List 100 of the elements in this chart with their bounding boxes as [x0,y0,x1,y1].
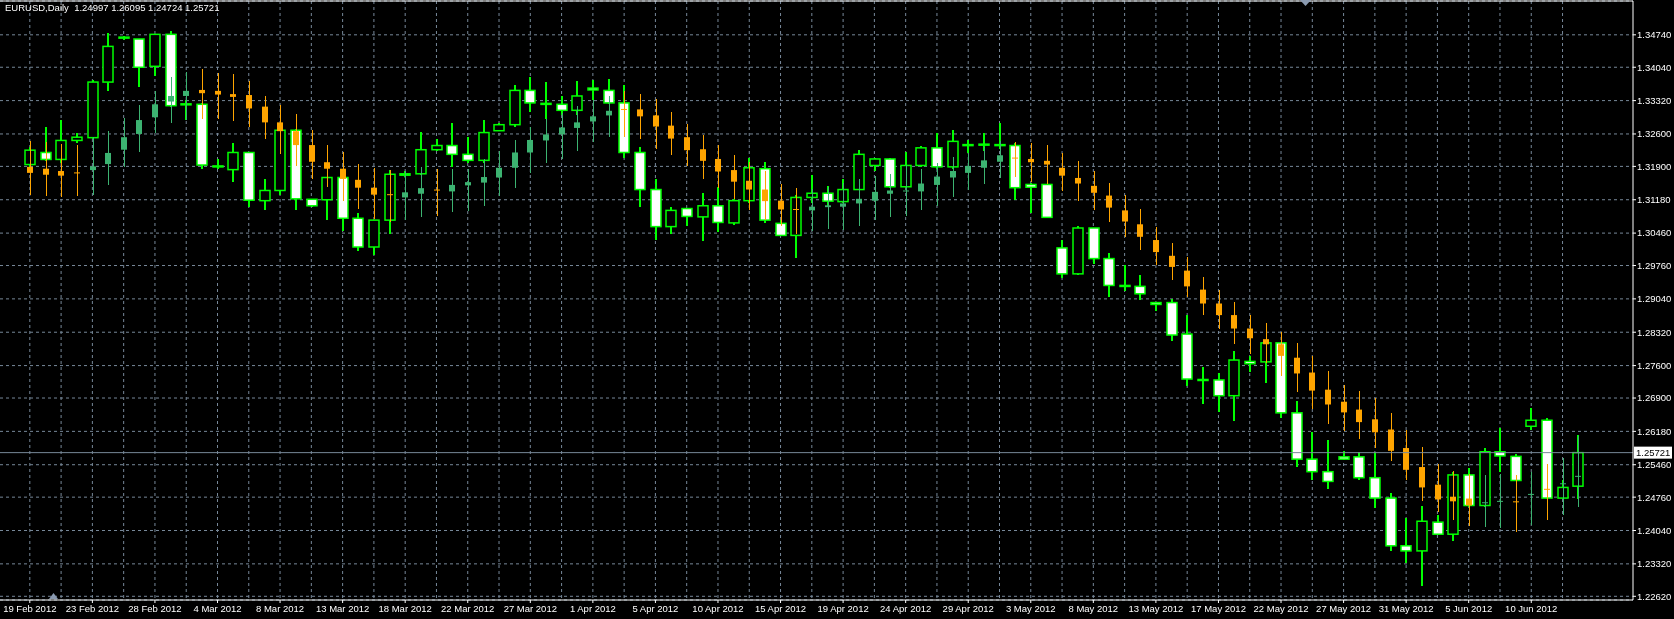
y-tick-label: 1.29760 [1637,259,1672,271]
y-tick-label: 1.33320 [1637,94,1672,106]
candlestick [1525,407,1537,431]
x-tick-label: 5 Jun 2012 [1445,603,1493,614]
x-tick-label: 24 Apr 2012 [880,603,932,614]
candlestick [246,80,252,128]
y-tick-label: 1.25460 [1637,459,1672,471]
candlestick [1369,450,1381,510]
candlestick [1091,170,1097,211]
x-tick-label: 8 Mar 2012 [256,603,305,614]
x-tick-label: 19 Apr 2012 [817,603,869,614]
y-tick-label: 1.34040 [1637,61,1672,73]
candlestick [121,117,127,168]
candlestick [309,129,315,180]
candlestick [653,98,659,150]
candlestick [371,167,377,220]
candlestick [637,93,643,140]
candlestick [105,130,111,186]
y-tick-label: 1.26180 [1637,425,1672,437]
x-tick-label: 15 Apr 2012 [754,603,807,614]
candlestick [527,126,533,174]
candlestick [1075,160,1081,202]
candlestick [136,104,142,153]
candlestick [1497,473,1503,529]
ref-line-label: 1.25721 [1636,447,1671,459]
candlestick [1044,144,1050,185]
candlestick [1419,446,1425,502]
candlestick [355,163,361,210]
candlestick [700,134,706,180]
candlestick [74,144,80,197]
candlestick [384,169,396,235]
candlestick [1494,427,1506,473]
candlestick [1169,242,1175,281]
y-tick-label: 1.30460 [1637,227,1672,239]
candlestick [1294,342,1300,393]
x-tick-label: 10 Apr 2012 [692,603,744,614]
candlestick [1341,384,1347,432]
y-tick-label: 1.31180 [1637,194,1671,206]
candlestick [1153,226,1159,266]
candlestick [1400,517,1412,565]
candlestick [1388,412,1394,462]
x-tick-label: 19 Feb 2012 [3,603,57,614]
y-tick-label: 1.34740 [1637,29,1672,41]
candlestick [1322,439,1334,491]
candlestick [618,84,630,160]
candlestick [1435,463,1441,513]
x-tick-label: 22 Mar 2012 [441,603,495,614]
candlestick [512,139,518,189]
candlestick [1137,208,1143,251]
y-tick-label: 1.24760 [1637,491,1672,503]
candlestick [684,123,690,167]
candlestick [1213,371,1225,414]
candlestick [1200,276,1206,316]
candlestick [1528,471,1534,526]
candlestick [1306,431,1318,482]
candlestick [590,99,596,143]
x-tick-label: 13 May 2012 [1128,603,1184,614]
candlestick [1134,274,1146,302]
candlestick [446,122,458,168]
candlestick [434,168,440,217]
candlestick [1325,370,1331,425]
candlestick [965,152,971,191]
y-tick-label: 1.24040 [1637,524,1672,536]
y-tick-label: 1.26900 [1637,392,1672,404]
candlestick [1309,355,1315,410]
candlestick [230,73,236,122]
x-tick-label: 3 May 2012 [1005,603,1056,614]
candlestick [697,192,709,242]
x-tick-label: 28 Feb 2012 [128,603,182,614]
candlestick [496,150,502,197]
candlestick [1059,152,1065,192]
y-tick-label: 1.23320 [1637,558,1672,570]
candlestick [1184,256,1190,298]
y-tick-label: 1.32600 [1637,128,1672,140]
candlestick [1356,390,1362,440]
candlestick [462,136,474,165]
x-tick-label: 17 May 2012 [1190,603,1246,614]
y-tick-label: 1.31900 [1637,160,1672,172]
x-tick-label: 29 Apr 2012 [942,603,994,614]
candlestick [259,178,271,212]
x-tick-label: 10 Jun 2012 [1505,603,1558,614]
candlestick [1403,429,1409,481]
y-tick-label: 1.29040 [1637,293,1672,305]
y-tick-label: 1.22620 [1637,590,1672,602]
x-tick-label: 18 Mar 2012 [378,603,432,614]
candlestick [449,168,455,213]
candlestick [1028,142,1034,183]
candlestick [1216,289,1222,330]
candlestick [1353,450,1365,482]
candlestick [668,111,674,156]
candlestick [524,75,536,113]
x-tick-label: 22 May 2012 [1253,603,1309,614]
candlestick [227,142,239,184]
x-tick-label: 27 May 2012 [1316,603,1372,614]
candlestick [1372,397,1378,449]
candlestick [1231,301,1237,345]
candlestick [1106,182,1112,223]
x-tick-label: 13 Mar 2012 [315,603,370,614]
x-tick-label: 1 Apr 2012 [569,603,616,614]
candlestick [1122,194,1128,238]
